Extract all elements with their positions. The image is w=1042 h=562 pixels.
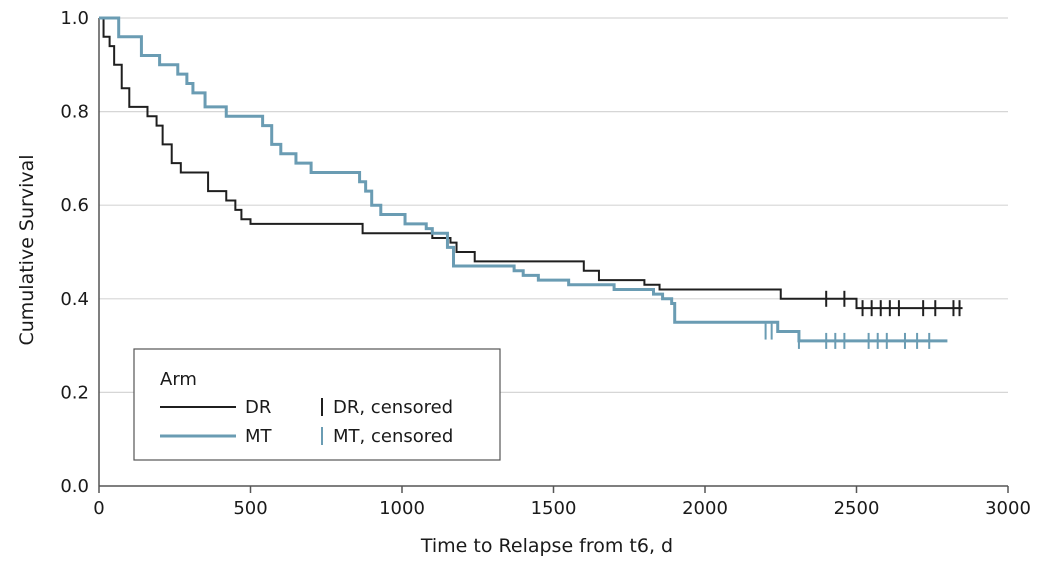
legend-box — [133, 348, 501, 461]
x-tick-label: 3000 — [985, 498, 1031, 519]
legend: Arm DR DR, censored MT MT, censored — [133, 348, 501, 461]
axes: 0.0 0.2 0.4 0.6 0.8 1.0 0 500 1000 1500 2000 2500 30… — [60, 8, 1031, 519]
series-line-dr — [99, 17, 963, 310]
series-line-mt — [99, 16, 948, 343]
legend-censored-label-dr: DR, censored — [333, 397, 453, 418]
x-axis-title: Time to Relapse from t6, d — [420, 535, 673, 557]
y-tick-label: 0.6 — [60, 195, 89, 216]
y-tick-label: 1.0 — [60, 8, 89, 29]
y-tick-label: 0.0 — [60, 476, 89, 497]
y-tick-label: 0.8 — [60, 102, 89, 123]
legend-censored-label-mt: MT, censored — [333, 426, 453, 447]
x-tick-label: 1000 — [379, 498, 425, 519]
x-tick-label: 1500 — [531, 498, 577, 519]
y-tick-label: 0.4 — [60, 289, 89, 310]
x-tick-label: 2500 — [834, 498, 880, 519]
x-tick-label: 2000 — [682, 498, 728, 519]
legend-title: Arm — [160, 369, 197, 390]
y-tick-label: 0.2 — [60, 382, 89, 403]
x-tick-label: 0 — [93, 498, 104, 519]
series-layer — [99, 16, 963, 349]
legend-label-mt: MT — [245, 426, 273, 447]
y-axis-title: Cumulative Survival — [16, 154, 38, 345]
x-tick-label: 500 — [233, 498, 267, 519]
legend-label-dr: DR — [245, 397, 271, 418]
